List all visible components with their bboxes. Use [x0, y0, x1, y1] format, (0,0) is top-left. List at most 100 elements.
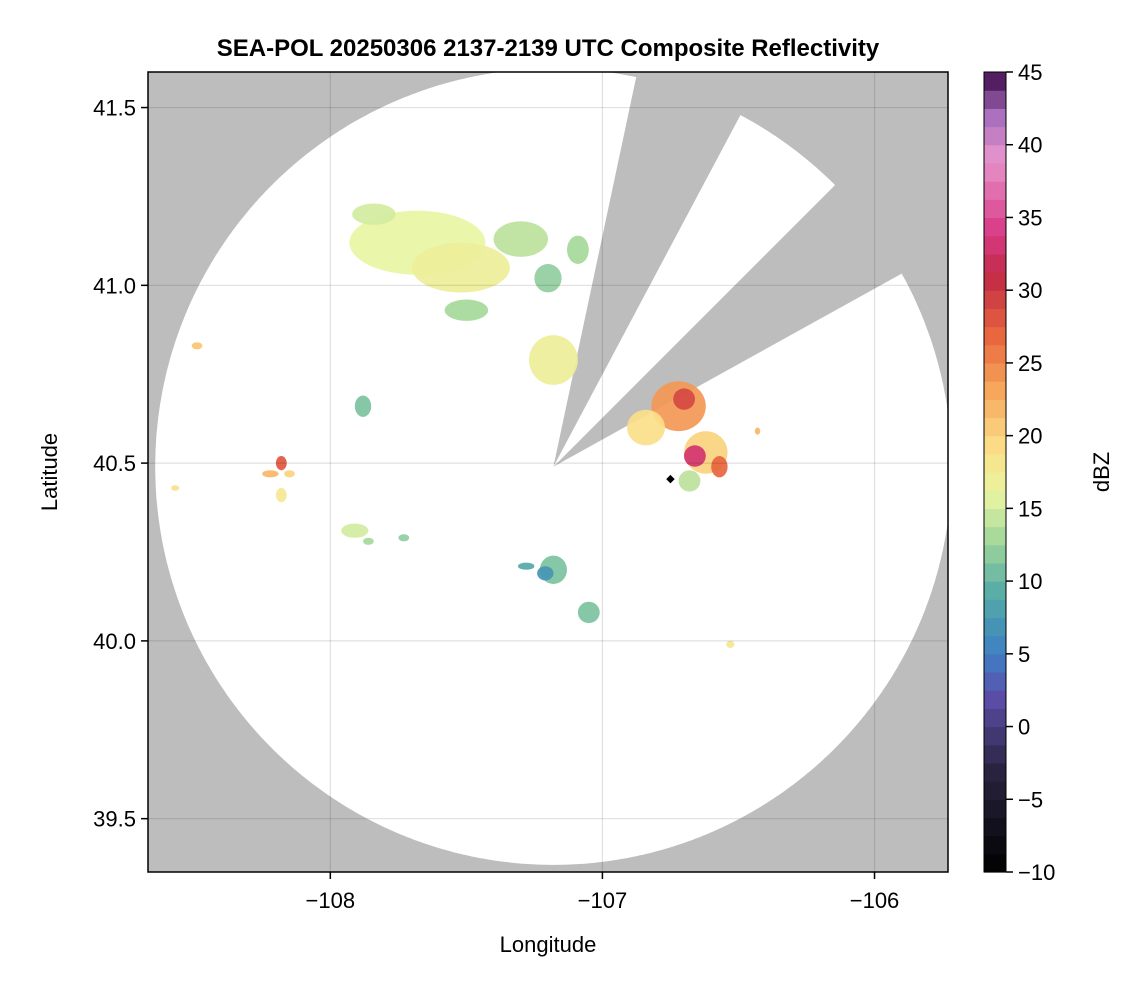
colorbar-bin: [984, 162, 1006, 182]
echo-cell-30: [577, 601, 600, 624]
radar-coverage-disk: [155, 72, 948, 865]
colorbar-bin: [984, 126, 1006, 146]
echo-cell-29: [518, 562, 535, 570]
y-tick-label: 41.0: [93, 273, 136, 298]
echo-cell-19: [275, 456, 287, 471]
echo-layer: [171, 203, 761, 649]
colorbar-bin: [984, 726, 1006, 746]
colorbar-bin: [984, 672, 1006, 691]
colorbar-bin: [984, 617, 1006, 637]
colorbar: [983, 71, 1007, 873]
colorbar-tick-label: 15: [1018, 496, 1042, 521]
echo-cell-22: [275, 488, 287, 503]
colorbar-bin: [984, 72, 1006, 91]
colorbar-bin: [984, 217, 1006, 237]
echo-cell-15: [678, 470, 701, 492]
echo-cell-7: [567, 235, 589, 264]
y-tick-label: 41.5: [93, 96, 136, 121]
colorbar-bin: [984, 108, 1006, 128]
colorbar-bin: [984, 344, 1006, 364]
colorbar-bin: [984, 799, 1006, 819]
colorbar-bin: [984, 817, 1006, 837]
echo-cell-16: [754, 427, 761, 435]
colorbar-bin: [984, 781, 1006, 800]
colorbar-bin: [984, 544, 1006, 564]
colorbar-tick-label: 30: [1018, 278, 1042, 303]
y-tick-label: 40.5: [93, 451, 136, 476]
colorbar-bin: [984, 253, 1006, 273]
colorbar-bin: [984, 599, 1006, 619]
echo-cell-20: [262, 470, 279, 478]
colorbar-tick-label: 40: [1018, 133, 1042, 158]
echo-cell-2: [411, 242, 510, 293]
colorbar-bin: [984, 472, 1006, 491]
colorbar-tick-label: 0: [1018, 715, 1030, 740]
echo-cell-18: [354, 395, 372, 417]
colorbar-bin: [984, 835, 1006, 855]
colorbar-bin: [984, 744, 1006, 764]
colorbar-bin: [984, 144, 1006, 164]
colorbar-bin: [984, 490, 1006, 509]
colorbar-bin: [984, 635, 1006, 655]
colorbar-tick-label: −5: [1018, 787, 1043, 812]
colorbar-bin: [984, 853, 1006, 873]
echo-cell-14: [673, 388, 695, 410]
echo-cell-28: [537, 566, 554, 581]
echo-cell-4: [493, 221, 548, 257]
colorbar-frame: [983, 71, 1007, 873]
x-tick-label: −107: [578, 888, 628, 913]
colorbar-label: dBZ: [1089, 452, 1114, 492]
echo-cell-5: [444, 299, 489, 321]
colorbar-bin: [984, 272, 1006, 291]
echo-cell-21: [284, 470, 295, 478]
colorbar-tick-label: 10: [1018, 569, 1042, 594]
colorbar-bin: [984, 417, 1006, 437]
echo-cell-13: [711, 456, 728, 478]
colorbar-tick-label: 5: [1018, 642, 1030, 667]
colorbar-tick-label: 45: [1018, 60, 1042, 85]
grid-lines: [148, 72, 948, 872]
x-tick-label: −108: [306, 888, 356, 913]
colorbar-bin: [984, 181, 1006, 200]
colorbar-bin: [984, 453, 1006, 473]
chart-title: SEA-POL 20250306 2137-2139 UTC Composite…: [217, 35, 880, 62]
colorbar-bin: [984, 381, 1006, 400]
colorbar-bin: [984, 399, 1006, 419]
radar-site-marker: [666, 474, 675, 484]
echo-cell-10: [627, 409, 665, 446]
colorbar-bin: [984, 199, 1006, 219]
echo-cell-12: [684, 445, 706, 467]
colorbar-bin: [984, 562, 1006, 582]
colorbar-bin: [984, 362, 1006, 382]
echo-cell-25: [363, 537, 374, 545]
echo-cell-26: [398, 534, 410, 542]
colorbar-bin: [984, 435, 1006, 455]
colorbar-bin: [984, 653, 1006, 673]
plot-area: [148, 72, 948, 872]
colorbar-tick-label: 25: [1018, 351, 1042, 376]
colorbar-tick-label: 20: [1018, 424, 1042, 449]
colorbar-bin: [984, 526, 1006, 546]
echo-cell-3: [352, 203, 396, 225]
y-tick-label: 40.0: [93, 629, 136, 654]
x-tick-label: −106: [850, 888, 900, 913]
echo-cell-6: [534, 264, 562, 293]
echo-cell-24: [341, 523, 369, 538]
y-axis: 39.5 40.0 40.5 41.0 41.5: [93, 96, 148, 832]
colorbar-bin: [984, 290, 1006, 309]
colorbar-bin: [984, 708, 1006, 728]
colorbar-bin: [984, 581, 1006, 600]
echo-cell-31: [726, 640, 735, 649]
x-axis: −108 −107 −106: [306, 872, 900, 913]
colorbar-bin: [984, 762, 1006, 782]
colorbar-tick-label: 35: [1018, 205, 1042, 230]
colorbar-tick-label: −10: [1018, 860, 1055, 885]
colorbar-ticks: 45 40 35 30 25 20 15 10 5 0 −5 −10: [1006, 60, 1055, 885]
x-axis-label: Longitude: [500, 932, 597, 957]
colorbar-bin: [984, 326, 1006, 346]
colorbar-bin: [984, 308, 1006, 328]
plot-frame: [147, 71, 949, 873]
y-tick-label: 39.5: [93, 807, 136, 832]
colorbar-bin: [984, 508, 1006, 528]
